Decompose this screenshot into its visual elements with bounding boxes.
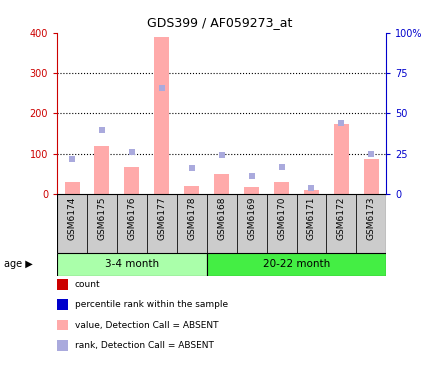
Point xyxy=(128,149,135,155)
Text: GSM6175: GSM6175 xyxy=(97,197,106,240)
FancyBboxPatch shape xyxy=(206,253,385,276)
Text: GSM6170: GSM6170 xyxy=(276,197,286,240)
FancyBboxPatch shape xyxy=(296,194,326,253)
Point xyxy=(218,152,225,158)
Text: rank, Detection Call = ABSENT: rank, Detection Call = ABSENT xyxy=(74,341,213,350)
Bar xyxy=(363,158,378,194)
Text: value, Detection Call = ABSENT: value, Detection Call = ABSENT xyxy=(74,321,218,329)
Bar xyxy=(94,146,109,194)
Bar xyxy=(214,174,229,194)
FancyBboxPatch shape xyxy=(356,194,385,253)
Bar xyxy=(333,123,348,194)
FancyBboxPatch shape xyxy=(206,194,236,253)
Bar xyxy=(64,182,79,194)
Point xyxy=(367,151,374,157)
Text: GSM6173: GSM6173 xyxy=(366,197,375,240)
FancyBboxPatch shape xyxy=(326,194,356,253)
Text: GSM6171: GSM6171 xyxy=(306,197,315,240)
Text: GSM6174: GSM6174 xyxy=(67,197,76,240)
Bar xyxy=(184,186,199,194)
Text: GSM6178: GSM6178 xyxy=(187,197,196,240)
Point xyxy=(247,173,254,179)
Text: GSM6176: GSM6176 xyxy=(127,197,136,240)
Point xyxy=(98,127,105,132)
Text: GSM6169: GSM6169 xyxy=(247,197,255,240)
Point xyxy=(277,164,284,169)
FancyBboxPatch shape xyxy=(177,194,206,253)
Text: count: count xyxy=(74,280,100,289)
Text: 20-22 month: 20-22 month xyxy=(262,259,329,269)
Point xyxy=(307,184,314,190)
FancyBboxPatch shape xyxy=(57,194,87,253)
Bar xyxy=(124,167,139,194)
Point xyxy=(68,156,75,161)
Bar xyxy=(273,182,288,194)
Text: GDS399 / AF059273_at: GDS399 / AF059273_at xyxy=(146,16,292,30)
FancyBboxPatch shape xyxy=(236,194,266,253)
FancyBboxPatch shape xyxy=(266,194,296,253)
Text: GSM6168: GSM6168 xyxy=(217,197,226,240)
Point xyxy=(337,120,344,126)
Text: GSM6172: GSM6172 xyxy=(336,197,345,240)
Text: GSM6177: GSM6177 xyxy=(157,197,166,240)
FancyBboxPatch shape xyxy=(57,253,206,276)
Bar xyxy=(154,37,169,194)
Text: age ▶: age ▶ xyxy=(4,259,33,269)
Text: 3-4 month: 3-4 month xyxy=(105,259,159,269)
FancyBboxPatch shape xyxy=(117,194,147,253)
FancyBboxPatch shape xyxy=(147,194,177,253)
Bar xyxy=(244,187,258,194)
Point xyxy=(188,165,195,171)
Bar xyxy=(303,190,318,194)
Point xyxy=(158,85,165,91)
Text: percentile rank within the sample: percentile rank within the sample xyxy=(74,300,227,309)
FancyBboxPatch shape xyxy=(87,194,117,253)
